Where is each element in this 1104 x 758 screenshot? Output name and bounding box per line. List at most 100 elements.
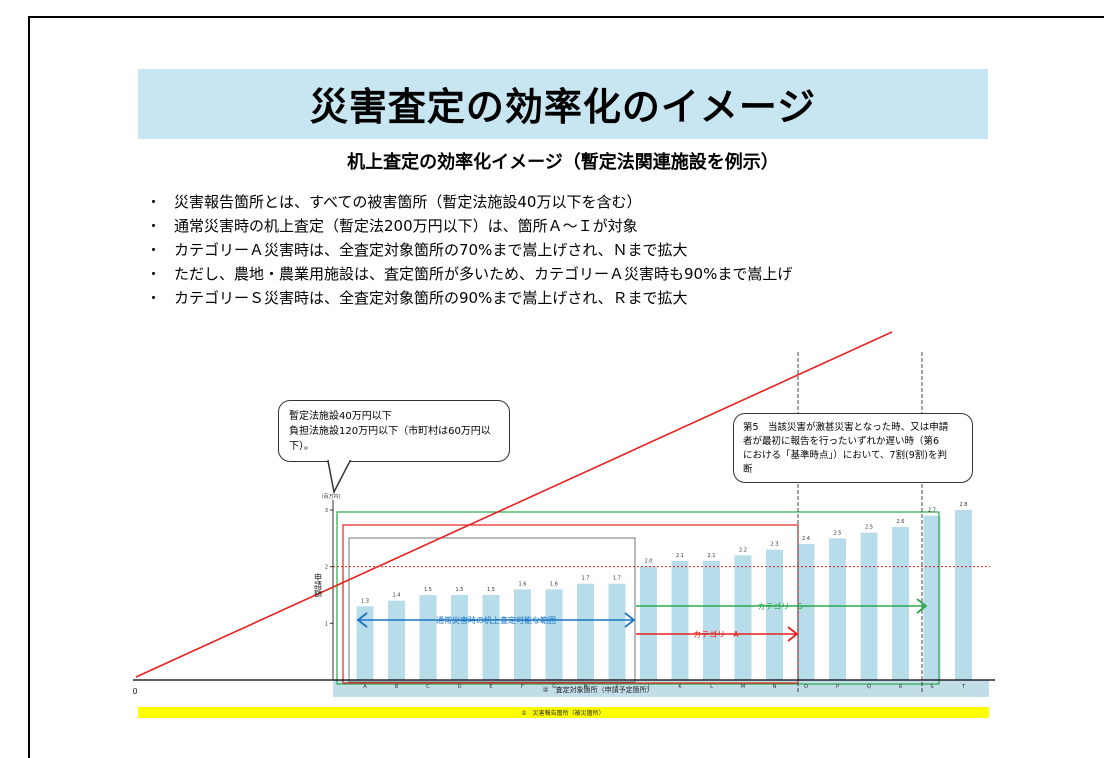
bars-layer (356, 510, 972, 680)
normal-range-label: 通常災害時の机上査定可能な範囲 (436, 615, 556, 625)
category-tick-label: F (521, 684, 524, 690)
category-s-arrow-head (916, 598, 928, 614)
bar-value-label: 2.2 (739, 547, 747, 553)
y-unit-label: (百万円) (322, 494, 341, 500)
bar-value-label: 1.5 (424, 587, 432, 593)
bar (797, 544, 815, 680)
category-tick-label: M (741, 684, 745, 690)
slide-frame (28, 16, 1104, 758)
title-band (138, 69, 988, 139)
bar-value-label: 2.4 (802, 536, 810, 542)
bar (923, 515, 941, 680)
category-tick-label: R (899, 684, 903, 690)
category-tick-label: O (804, 684, 808, 690)
bar (577, 583, 594, 680)
bullet-item: カテゴリーＳ災害時は、全査定対象箇所の90%まで嵩上げされ、Ｒまで拡大 (146, 286, 1046, 310)
callout-right-line: における「基準時点」）において、7割(9割)を判 (743, 450, 947, 461)
y-tick-label: 1 (325, 621, 328, 627)
bullet-item: 通常災害時の机上査定（暫定法200万円以下）は、箇所Ａ～Ｉが対象 (146, 214, 1046, 238)
bar-value-label: 2.3 (771, 542, 779, 548)
category-tick-label: J (647, 684, 649, 690)
target-band-label: ② 査定対象箇所（申請予定箇所） (542, 685, 653, 694)
callout-right-line: 断 (743, 464, 753, 475)
bar-value-label: 2.1 (708, 553, 716, 559)
bar-value-label: 1.6 (519, 581, 527, 587)
callout-right-line: 第5 当該災害が激甚災害となった時、又は申請 (743, 422, 949, 433)
callout-left-line: 下）。 (289, 441, 314, 452)
category-s-label: カテゴリーS (757, 601, 802, 611)
bar (608, 583, 626, 680)
category-tick-label: Q (867, 684, 871, 690)
normal-range-arrow-head (624, 612, 636, 628)
category-a-arrow-head (787, 626, 799, 642)
y-axis-label: 申請額 (314, 572, 323, 598)
trend-line (135, 331, 893, 678)
category-s-frame (336, 511, 940, 685)
bar-value-label: 1.7 (613, 576, 621, 582)
category-tick-label: D (458, 684, 462, 690)
category-tick-label: P (836, 684, 839, 690)
category-tick-label: I (616, 684, 617, 690)
bar-value-label: 1.5 (456, 587, 464, 593)
category-tick-label: K (678, 684, 682, 690)
category-tick-label: B (395, 684, 399, 690)
bullet-item: ただし、農地・農業用施設は、査定箇所が多いため、カテゴリーＡ災害時も90%まで嵩… (146, 262, 1046, 286)
category-tick-label: L (710, 684, 713, 690)
bar-value-label: 1.6 (550, 581, 558, 587)
bullet-list: 災害報告箇所とは、すべての被害箇所（暫定法施設40万以下を含む） 通常災害時の机… (146, 190, 1046, 310)
axis-layer (133, 352, 995, 692)
bar (419, 595, 437, 680)
category-tick-label: H (584, 684, 588, 690)
arrows-layer (356, 598, 928, 642)
bullet-item: 災害報告箇所とは、すべての被害箇所（暫定法施設40万以下を含む） (146, 190, 1046, 214)
report-band (138, 707, 989, 718)
page-subtitle: 机上査定の効率化イメージ（暫定法関連施設を例示） (347, 152, 779, 173)
callout-left: 暫定法施設40万円以下 負担法施設120万円以下（市町村は60万円以 下）。 (278, 400, 510, 462)
category-tick-label: C (426, 684, 430, 690)
page-title: 災害査定の効率化のイメージ (309, 85, 817, 129)
category-tick-label: E (489, 684, 492, 690)
bar (388, 600, 405, 680)
callout-left-line: 負担法施設120万円以下（市町村は60万円以 (289, 426, 491, 437)
bar-value-label: 2.8 (960, 502, 968, 508)
bar-value-label: 1.7 (582, 576, 590, 582)
bar (671, 561, 689, 680)
category-tick-label: A (363, 684, 367, 690)
bar-value-label: 2.7 (928, 508, 936, 514)
report-band-label: ① 災害報告箇所（被災箇所） (521, 709, 604, 717)
bar (514, 589, 531, 680)
origin-label: 0 (132, 687, 137, 696)
chart-text-layer: 1.3 A 1.4 B 1.5 C 1.5 D 1.5 E 1.6 F 1.6 G 1.7 H 1.7 I 2.0 J… (132, 494, 967, 717)
bullet-item: カテゴリーＡ災害時は、全査定対象箇所の70%まで嵩上げされ、Ｎまで拡大 (146, 238, 1046, 262)
bar (356, 606, 374, 680)
callout-right: 第5 当該災害が激甚災害となった時、又は申請 者が最初に報告を行ったいずれか遅い… (733, 413, 973, 483)
bar (545, 589, 563, 680)
trend-layer (135, 331, 893, 678)
bar-value-label: 2.6 (897, 519, 905, 525)
callout-right-line: 者が最初に報告を行ったいずれか遅い時（第6 (743, 436, 940, 447)
bar (892, 527, 909, 680)
bar-value-label: 1.5 (487, 587, 495, 593)
bar (482, 595, 500, 680)
normal-frame (348, 537, 636, 683)
bar-value-label: 2.0 (645, 559, 653, 565)
category-tick-label: S (930, 684, 933, 690)
y-tick-label: 2 (325, 565, 328, 571)
category-tick-label: T (961, 684, 966, 690)
bar-value-label: 1.4 (393, 593, 401, 599)
category-tick-label: G (552, 684, 556, 690)
callout-left-line: 暫定法施設40万円以下 (289, 411, 392, 422)
bar-value-label: 2.5 (865, 525, 873, 531)
category-a-label: カテゴリーA (693, 629, 739, 639)
bar (703, 561, 720, 680)
bar (829, 538, 846, 680)
y-tick-label: 3 (325, 508, 328, 514)
bar-value-label: 2.5 (834, 530, 842, 536)
bar (451, 595, 468, 680)
normal-range-arrow-tail (356, 612, 368, 628)
bar (766, 549, 783, 680)
bar-value-label: 2.1 (676, 553, 684, 559)
bar-value-label: 1.3 (361, 598, 369, 604)
category-a-frame (342, 524, 799, 684)
